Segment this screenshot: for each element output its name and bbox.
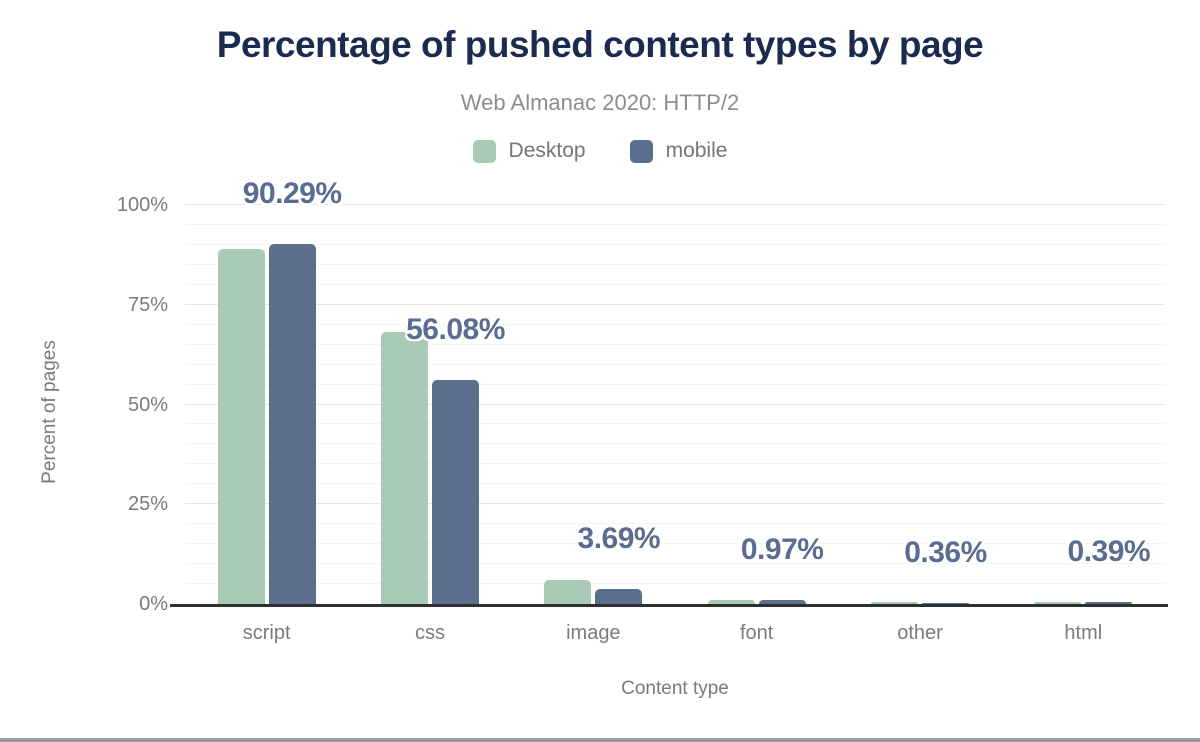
chart-title: Percentage of pushed content types by pa… (216, 24, 984, 65)
bar-desktop-other (871, 602, 918, 604)
x-axis-title: Content type (621, 678, 729, 699)
legend-label-mobile: mobile (665, 139, 728, 162)
y-tick-75: 75% (127, 293, 168, 316)
desktop-swatch-icon (472, 139, 496, 163)
gridline (185, 223, 1165, 225)
x-tick-other: other (897, 622, 943, 644)
chart-subtitle: Web Almanac 2020: HTTP/2 (460, 90, 740, 115)
x-tick-script: script (242, 622, 291, 644)
data-label-css: 56.08% (406, 313, 505, 347)
gridline (185, 204, 1165, 205)
gridline (185, 483, 1165, 485)
gridline (185, 563, 1165, 565)
page-bottom-border (0, 738, 1200, 742)
gridline (185, 303, 1165, 305)
bar-mobile-css (432, 380, 479, 604)
y-axis-title: Percent of pages (39, 340, 60, 484)
bar-mobile-other (922, 602, 969, 604)
bar-desktop-css (381, 332, 428, 604)
gridline (185, 323, 1165, 325)
bar-mobile-font (758, 600, 806, 604)
y-tick-25: 25% (127, 493, 168, 516)
x-tick-html: html (1064, 622, 1103, 644)
gridline (185, 343, 1165, 345)
legend-item-desktop: Desktop (472, 139, 586, 163)
gridline (185, 503, 1165, 505)
x-axis-line (170, 604, 1168, 607)
gridline (185, 423, 1165, 425)
legend: Desktop mobile (0, 139, 1200, 163)
gridline (185, 443, 1165, 445)
x-tick-image: image (566, 622, 621, 644)
bar-desktop-image (544, 580, 592, 604)
y-tick-100: 100% (116, 194, 168, 216)
gridline (185, 463, 1165, 465)
gridline (185, 403, 1165, 405)
y-tick-50: 50% (127, 393, 168, 416)
data-label-script: 90.29% (242, 176, 342, 210)
gridline (185, 243, 1165, 245)
bar-mobile-script (268, 243, 316, 604)
gridline (185, 543, 1165, 545)
gridline (185, 523, 1165, 525)
gridline (185, 263, 1165, 265)
gridline (185, 363, 1165, 365)
legend-label-desktop: Desktop (508, 139, 586, 162)
x-tick-css: css (415, 622, 445, 644)
data-label-other: 0.36% (904, 535, 987, 569)
bar-mobile-image (595, 589, 643, 604)
bar-mobile-html (1085, 602, 1133, 604)
gridline (185, 283, 1165, 285)
data-label-image: 3.69% (577, 522, 661, 556)
bar-desktop-font (707, 600, 755, 604)
gridline (185, 583, 1165, 585)
legend-item-mobile: mobile (629, 139, 728, 163)
data-label-html: 0.39% (1067, 535, 1151, 569)
bar-desktop-script (217, 248, 265, 604)
gridline (185, 383, 1165, 385)
plot-area: 90.29% 56.08% 3.69% 0.97% 0.36% 0.39% script cs… (185, 177, 1165, 644)
mobile-swatch-icon (629, 139, 653, 163)
data-label-font: 0.97% (740, 533, 824, 567)
x-tick-font: font (739, 622, 774, 644)
bar-desktop-html (1034, 602, 1082, 604)
y-tick-0: 0% (139, 593, 168, 615)
